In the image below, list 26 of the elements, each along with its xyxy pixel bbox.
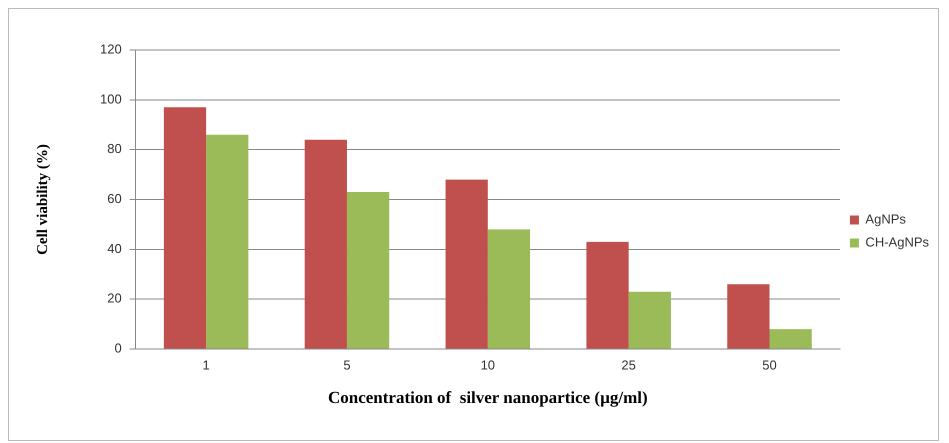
bar [628, 292, 671, 348]
legend-label: CH-AgNPs [865, 234, 930, 250]
bar [586, 242, 629, 348]
y-tick-label: 0 [114, 340, 122, 356]
bar [206, 134, 248, 348]
y-tick-label: 100 [100, 91, 122, 106]
y-axis-title: Cell viability (%) [34, 144, 51, 255]
y-tick-label: 60 [107, 191, 122, 206]
bar [304, 140, 347, 348]
y-tick-label: 40 [107, 240, 122, 256]
bar [727, 284, 770, 348]
x-tick-label: 50 [762, 357, 777, 372]
bar [488, 229, 530, 348]
x-tick-label: 5 [343, 357, 351, 372]
y-tick-label: 120 [100, 42, 122, 57]
x-tick-label: 10 [480, 357, 496, 372]
bar [346, 192, 390, 348]
legend-label: AgNPs [865, 212, 906, 227]
x-tick-label: 25 [621, 357, 636, 372]
x-tick-label: 1 [202, 357, 210, 372]
bar [446, 180, 488, 348]
x-axis-title: Concentration of silver nanopartice (µg/ml) [328, 388, 648, 408]
bar [770, 329, 812, 348]
y-tick-label: 20 [107, 290, 122, 306]
y-tick-label: 80 [107, 141, 122, 156]
bar [164, 107, 206, 348]
